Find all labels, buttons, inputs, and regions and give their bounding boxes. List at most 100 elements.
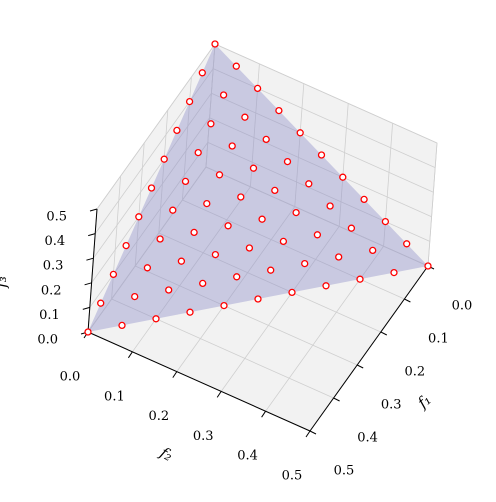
point: [109, 270, 118, 279]
z-tick: [84, 282, 92, 286]
y-tick: [127, 351, 133, 359]
x-tick-label: 0.0: [452, 299, 473, 314]
grid-line: [93, 92, 434, 259]
point: [211, 40, 219, 48]
point: [403, 240, 411, 248]
point: [275, 106, 283, 115]
y-tick-label: 0.2: [148, 409, 169, 424]
x-tick: [309, 430, 317, 435]
point: [143, 264, 152, 272]
x-tick: [333, 397, 340, 402]
point: [199, 279, 207, 288]
point: [194, 148, 202, 157]
y-tick: [305, 430, 311, 438]
y-tick: [172, 371, 178, 378]
y-tick-label: 0.5: [282, 469, 303, 484]
y-tick-label: 0.1: [104, 389, 125, 404]
point: [369, 246, 377, 255]
y-tick-label: 0.0: [60, 370, 81, 385]
x-tick: [404, 298, 411, 303]
point: [232, 62, 240, 70]
z-tick-label: 0.2: [41, 283, 62, 298]
grid-line: [89, 141, 430, 308]
point: [317, 151, 326, 159]
point: [258, 215, 266, 223]
point: [165, 286, 173, 294]
point: [271, 186, 279, 195]
point: [390, 268, 398, 277]
point: [203, 199, 211, 208]
z-tick-label: 0.5: [46, 210, 67, 225]
z-tick-label: 0.1: [39, 308, 60, 323]
point: [228, 142, 236, 150]
point: [97, 299, 105, 307]
point: [245, 244, 254, 252]
point: [241, 113, 249, 121]
z-tick: [89, 208, 98, 212]
point: [173, 126, 181, 135]
point: [233, 273, 241, 281]
grid-line: [91, 117, 432, 284]
point: [347, 224, 356, 232]
surface: [88, 44, 428, 332]
point: [211, 250, 220, 259]
point: [296, 129, 304, 137]
z-tick-label: 0.4: [45, 234, 66, 249]
point: [288, 288, 296, 297]
z-tick-label: 0.3: [43, 259, 64, 274]
x-tick: [380, 331, 388, 336]
z-tick: [86, 257, 94, 261]
point: [424, 262, 432, 270]
grid-line: [94, 68, 436, 234]
point: [169, 206, 177, 214]
y-tick: [216, 391, 222, 398]
marks: [84, 40, 432, 336]
point: [326, 202, 334, 210]
y-axis-line: [87, 331, 311, 432]
point: [135, 213, 143, 221]
point: [262, 135, 270, 144]
point: [381, 217, 390, 226]
point: [322, 282, 330, 290]
point: [219, 91, 228, 99]
point: [185, 97, 194, 106]
x-tick-label: 0.3: [381, 398, 402, 413]
point: [156, 235, 164, 243]
z-axis-label: f₃: [0, 276, 10, 289]
point: [177, 257, 186, 265]
point: [198, 69, 206, 77]
z-axis-line: [87, 208, 98, 333]
point: [313, 231, 322, 239]
point: [181, 177, 190, 186]
point: [283, 157, 292, 166]
point: [84, 328, 92, 336]
y-tick-label: 0.3: [193, 429, 214, 444]
point: [292, 208, 300, 217]
x-tick: [356, 364, 364, 369]
point: [279, 237, 288, 246]
x-tick-label: 0.1: [428, 332, 449, 347]
point: [122, 241, 130, 250]
point: [207, 120, 215, 128]
point: [118, 321, 126, 330]
point: [339, 173, 347, 181]
y-tick-label: 0.4: [237, 449, 258, 464]
point: [131, 292, 139, 301]
point: [147, 184, 156, 192]
point: [305, 180, 313, 188]
y-axis-label: f₂: [156, 443, 176, 465]
grid-line: [87, 166, 429, 333]
point: [356, 275, 364, 283]
point: [160, 155, 168, 163]
point: [186, 308, 194, 316]
point: [360, 195, 368, 204]
x-tick-label: 0.4: [357, 431, 378, 446]
x-tick-label: 0.5: [334, 464, 355, 479]
point: [301, 259, 309, 268]
point: [335, 253, 343, 261]
z-tick: [82, 306, 90, 310]
x-axis-label: f₁: [413, 391, 434, 413]
point: [224, 222, 232, 230]
point: [267, 266, 275, 274]
